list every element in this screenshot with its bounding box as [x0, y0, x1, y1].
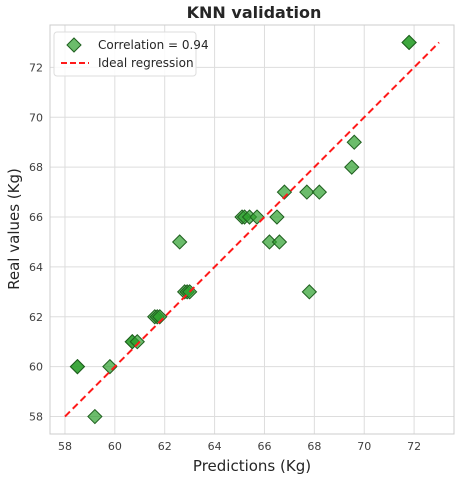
y-tick-label: 72	[29, 61, 43, 74]
y-tick-label: 66	[29, 211, 43, 224]
x-tick-label: 68	[307, 440, 321, 453]
data-point	[301, 284, 318, 300]
legend-label-ideal-regression: Ideal regression	[98, 56, 194, 70]
y-tick-label: 58	[29, 411, 43, 424]
data-point	[171, 234, 188, 250]
legend-label-correlation: Correlation = 0.94	[98, 38, 209, 52]
chart-title: KNN validation	[187, 3, 322, 22]
y-tick-label: 60	[29, 361, 43, 374]
x-tick-label: 58	[58, 440, 72, 453]
plot-area-frame	[49, 24, 455, 435]
legend: Correlation = 0.94 Ideal regression	[53, 31, 209, 77]
data-point	[276, 184, 293, 200]
x-tick-label: 60	[108, 440, 122, 453]
data-point	[344, 159, 360, 175]
x-tick-label: 70	[357, 440, 371, 453]
x-tick-labels: 58 60 62 64 66 68 70 72	[58, 440, 421, 453]
data-point	[87, 408, 103, 425]
data-point	[271, 234, 288, 250]
data-point	[269, 209, 285, 225]
legend-marker-diamond-icon	[66, 37, 82, 53]
data-point	[401, 34, 417, 51]
y-tick-label: 68	[29, 161, 43, 174]
x-tick-label: 72	[407, 440, 421, 453]
data-point	[346, 134, 362, 150]
series-layer	[64, 34, 440, 425]
data-point	[299, 184, 315, 200]
y-tick-label: 64	[29, 261, 43, 274]
data-point	[129, 334, 145, 350]
x-tick-label: 66	[257, 440, 271, 453]
y-axis-label: Real values (Kg)	[5, 168, 23, 290]
x-tick-label: 62	[158, 440, 172, 453]
y-tick-labels: 58 60 62 64 66 68 70 72	[29, 61, 43, 423]
data-point	[69, 358, 86, 375]
data-point	[152, 309, 168, 325]
ideal-regression-line	[64, 41, 440, 418]
x-axis-label: Predictions (Kg)	[193, 457, 311, 475]
x-tick-label: 64	[208, 440, 222, 453]
data-point	[102, 358, 118, 375]
y-tick-label: 70	[29, 111, 43, 124]
legend-box	[53, 31, 197, 77]
y-tick-label: 62	[29, 311, 43, 324]
data-point	[311, 184, 328, 200]
